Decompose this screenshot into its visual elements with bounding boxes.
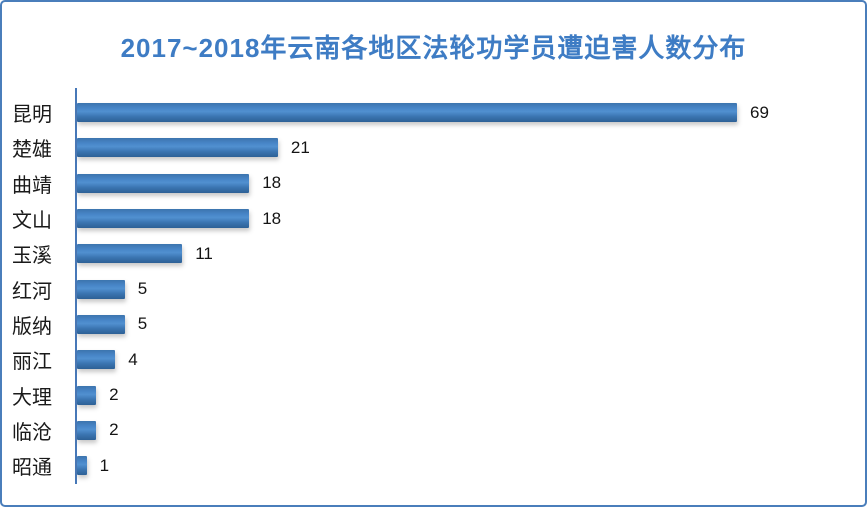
category-label: 楚雄: [12, 139, 52, 162]
bar: [77, 420, 97, 440]
category-label: 大理: [12, 386, 52, 409]
bar: [77, 209, 250, 229]
category-label: 昆明: [12, 104, 52, 127]
bar-row: 曲靖 18: [0, 166, 867, 201]
bar-row: 文山 18: [0, 201, 867, 236]
value-label: 69: [750, 102, 769, 122]
value-label: 5: [137, 279, 148, 299]
value-label: 5: [137, 314, 148, 334]
bar: [77, 244, 183, 264]
value-label: 21: [290, 137, 310, 157]
value-label: 2: [109, 420, 119, 440]
bar-row: 临沧 2: [0, 413, 867, 448]
category-label: 丽江: [12, 351, 52, 374]
bar-row: 大理 2: [0, 377, 867, 412]
value-label: 1: [99, 455, 110, 475]
bar: [77, 456, 87, 476]
category-label: 临沧: [12, 421, 52, 444]
category-label: 红河: [12, 280, 52, 303]
bar-rows-container: 昆明 69 楚雄 21 曲靖 18 文山 18 玉溪 11 红河 5 版纳 5 丽江 4 大理 2 临沧 2 昭通 1: [0, 95, 867, 483]
category-label: 文山: [12, 210, 52, 233]
category-label: 昭通: [12, 457, 52, 480]
value-label: 4: [128, 349, 138, 369]
value-label: 2: [109, 385, 119, 405]
bar: [77, 279, 125, 299]
bar: [77, 173, 250, 193]
bar-row: 版纳 5: [0, 307, 867, 342]
bar-row: 昭通 1: [0, 448, 867, 483]
category-label: 版纳: [12, 315, 52, 338]
bar: [77, 385, 97, 405]
bar: [77, 314, 125, 334]
bar-row: 楚雄 21: [0, 130, 867, 165]
bar: [77, 103, 737, 123]
bar-row: 红河 5: [0, 271, 867, 306]
category-label: 玉溪: [12, 245, 52, 268]
bar-row: 丽江 4: [0, 342, 867, 377]
bar-row: 昆明 69: [0, 95, 867, 130]
category-label: 曲靖: [12, 174, 52, 197]
value-label: 18: [262, 173, 282, 193]
chart-title: 2017~2018年云南各地区法轮功学员遭迫害人数分布: [120, 33, 747, 63]
y-axis-line: [75, 88, 77, 484]
bar: [77, 350, 116, 370]
value-label: 11: [195, 243, 213, 263]
bar-row: 玉溪 11: [0, 236, 867, 271]
value-label: 18: [262, 208, 282, 228]
bar: [77, 138, 278, 158]
